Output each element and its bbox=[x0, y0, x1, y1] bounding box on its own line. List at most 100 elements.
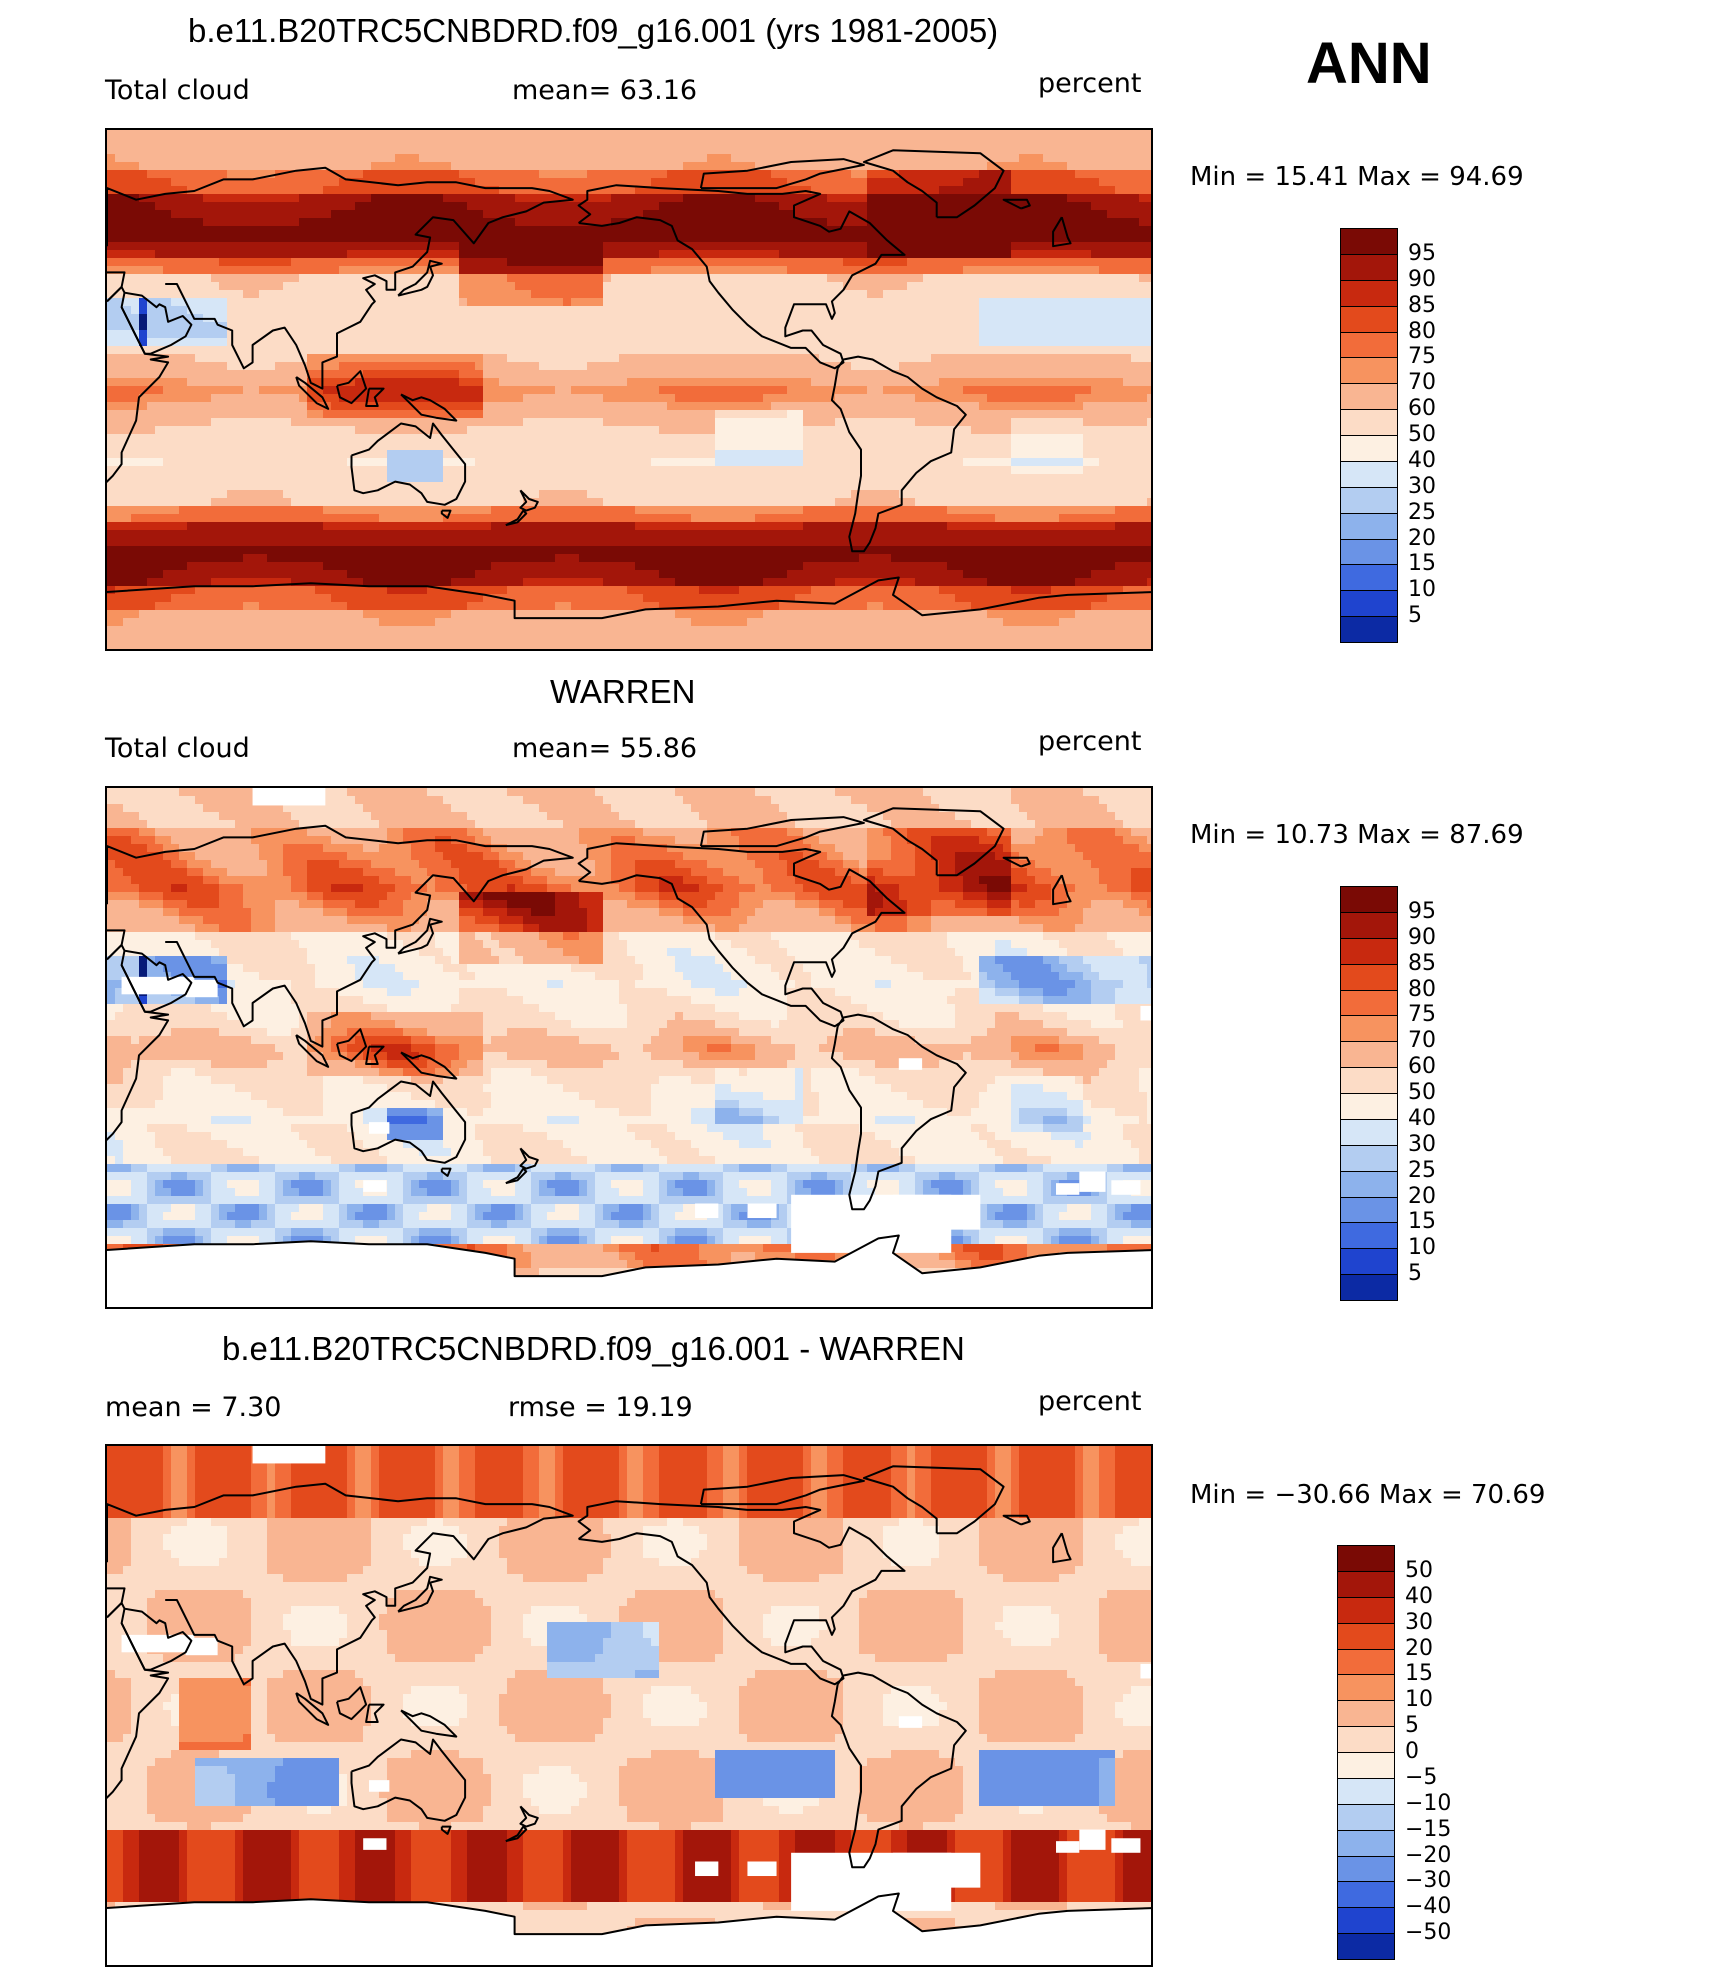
panel3-rmse-label: rmse = 19.19 bbox=[508, 1392, 693, 1423]
colorbar-tick-label: 15 bbox=[1405, 1661, 1433, 1686]
colorbar-tick-label: 10 bbox=[1408, 1235, 1436, 1260]
colorbar-tick-label: 30 bbox=[1408, 1132, 1436, 1157]
field-cells bbox=[107, 1446, 1151, 1965]
colorbar-tick-label: 50 bbox=[1408, 1080, 1436, 1105]
colorbar-box bbox=[1340, 1222, 1398, 1250]
colorbar-box bbox=[1340, 989, 1398, 1017]
panel3-minmax: Min = −30.66 Max = 70.69 bbox=[1190, 1480, 1545, 1510]
coastlines bbox=[107, 1465, 1151, 1936]
colorbar-tick-label: 70 bbox=[1408, 370, 1436, 395]
colorbar-box bbox=[1337, 1545, 1395, 1572]
panel3-units-label: percent bbox=[1038, 1386, 1141, 1417]
colorbar-tick-label: 10 bbox=[1408, 577, 1436, 602]
colorbar-tick-label: 40 bbox=[1408, 1106, 1436, 1131]
colorbar-tick-label: 85 bbox=[1408, 293, 1436, 318]
colorbar-tick-label: 30 bbox=[1405, 1610, 1433, 1635]
colorbar-tick-label: 15 bbox=[1408, 551, 1436, 576]
colorbar-tick-label: 15 bbox=[1408, 1209, 1436, 1234]
panel2-minmax: Min = 10.73 Max = 87.69 bbox=[1190, 820, 1524, 850]
colorbar-box bbox=[1340, 564, 1398, 592]
season-label: ANN bbox=[1306, 30, 1432, 97]
colorbar-tick-label: 75 bbox=[1408, 344, 1436, 369]
colorbar-box bbox=[1340, 460, 1398, 488]
colorbar-box bbox=[1340, 538, 1398, 566]
panel3-title: b.e11.B20TRC5CNBDRD.f09_g16.001 - WARREN bbox=[222, 1330, 965, 1368]
panel3-colorbar: 50 40 30 20 15 10 5 0 −5 −10 −15 −20 −30 −40 −50 bbox=[1337, 1545, 1457, 1960]
panel2-units-label: percent bbox=[1038, 726, 1141, 757]
colorbar-box bbox=[1337, 1881, 1395, 1909]
colorbar-box bbox=[1340, 253, 1398, 281]
panel1-colorbar: 95 90 85 80 75 70 60 50 40 30 25 20 15 10 5 bbox=[1340, 228, 1460, 643]
colorbar-tick-label: 0 bbox=[1405, 1739, 1419, 1764]
colorbar-tick-label: 90 bbox=[1408, 925, 1436, 950]
colorbar-box bbox=[1340, 305, 1398, 333]
colorbar-box bbox=[1340, 409, 1398, 436]
field-cells bbox=[107, 788, 1151, 1307]
colorbar-tick-label: 60 bbox=[1408, 1054, 1436, 1079]
colorbar-box bbox=[1340, 590, 1398, 618]
panel1-units-label: percent bbox=[1038, 68, 1141, 99]
colorbar-box bbox=[1337, 1570, 1395, 1598]
panel2-title: WARREN bbox=[550, 673, 695, 711]
colorbar-box bbox=[1340, 279, 1398, 307]
colorbar-box bbox=[1340, 911, 1398, 939]
colorbar-box bbox=[1337, 1803, 1395, 1831]
colorbar-box bbox=[1337, 1648, 1395, 1676]
colorbar-box bbox=[1340, 1170, 1398, 1198]
coastlines bbox=[107, 149, 1151, 620]
colorbar-box bbox=[1337, 1622, 1395, 1650]
colorbar-tick-label: −40 bbox=[1405, 1894, 1451, 1919]
colorbar-box bbox=[1337, 1752, 1395, 1779]
coastlines bbox=[107, 807, 1151, 1278]
panel1-minmax: Min = 15.41 Max = 94.69 bbox=[1190, 162, 1524, 192]
panel3-mean-label: mean = 7.30 bbox=[105, 1392, 281, 1423]
colorbar-box bbox=[1340, 1015, 1398, 1043]
colorbar-tick-label: 80 bbox=[1408, 977, 1436, 1002]
colorbar-tick-label: −15 bbox=[1405, 1817, 1451, 1842]
colorbar-box bbox=[1340, 228, 1398, 255]
colorbar-box bbox=[1337, 1726, 1395, 1753]
colorbar-box bbox=[1337, 1907, 1395, 1935]
colorbar-tick-label: −50 bbox=[1405, 1920, 1451, 1945]
colorbar-box bbox=[1340, 1274, 1398, 1301]
panel2-mean-label: mean= 55.86 bbox=[512, 733, 697, 764]
colorbar-box bbox=[1337, 1777, 1395, 1805]
colorbar-tick-label: 20 bbox=[1405, 1636, 1433, 1661]
colorbar-tick-label: 60 bbox=[1408, 396, 1436, 421]
colorbar-box bbox=[1340, 1041, 1398, 1069]
colorbar-box bbox=[1337, 1700, 1395, 1728]
colorbar-box bbox=[1340, 1248, 1398, 1276]
colorbar-tick-label: 90 bbox=[1408, 267, 1436, 292]
colorbar-tick-label: 20 bbox=[1408, 1184, 1436, 1209]
colorbar-tick-label: 5 bbox=[1408, 603, 1422, 628]
colorbar-tick-label: −20 bbox=[1405, 1843, 1451, 1868]
colorbar-tick-label: 25 bbox=[1408, 500, 1436, 525]
panel2-map bbox=[105, 786, 1153, 1309]
field-cells bbox=[107, 130, 1151, 649]
colorbar-box bbox=[1337, 1596, 1395, 1624]
colorbar-box bbox=[1340, 331, 1398, 359]
panel1-title: b.e11.B20TRC5CNBDRD.f09_g16.001 (yrs 198… bbox=[188, 12, 998, 50]
panel2-variable-label: Total cloud bbox=[105, 733, 250, 764]
colorbar-box bbox=[1337, 1674, 1395, 1702]
colorbar-tick-label: 20 bbox=[1408, 526, 1436, 551]
colorbar-tick-label: 50 bbox=[1408, 422, 1436, 447]
colorbar-tick-label: 40 bbox=[1405, 1584, 1433, 1609]
colorbar-tick-label: 5 bbox=[1405, 1713, 1419, 1738]
colorbar-tick-label: 95 bbox=[1408, 241, 1436, 266]
colorbar-box bbox=[1340, 486, 1398, 514]
colorbar-tick-label: 50 bbox=[1405, 1558, 1433, 1583]
colorbar-box bbox=[1340, 963, 1398, 991]
colorbar-box bbox=[1340, 937, 1398, 965]
colorbar-box bbox=[1340, 1118, 1398, 1146]
panel1-map bbox=[105, 128, 1153, 651]
colorbar-tick-label: 70 bbox=[1408, 1028, 1436, 1053]
colorbar-box bbox=[1340, 1093, 1398, 1120]
colorbar-box bbox=[1340, 886, 1398, 913]
colorbar-box bbox=[1340, 616, 1398, 643]
colorbar-box bbox=[1340, 357, 1398, 385]
colorbar-tick-label: 25 bbox=[1408, 1158, 1436, 1183]
panel2-colorbar: 95 90 85 80 75 70 60 50 40 30 25 20 15 10 5 bbox=[1340, 886, 1460, 1301]
colorbar-tick-label: 85 bbox=[1408, 951, 1436, 976]
colorbar-box bbox=[1340, 1144, 1398, 1172]
